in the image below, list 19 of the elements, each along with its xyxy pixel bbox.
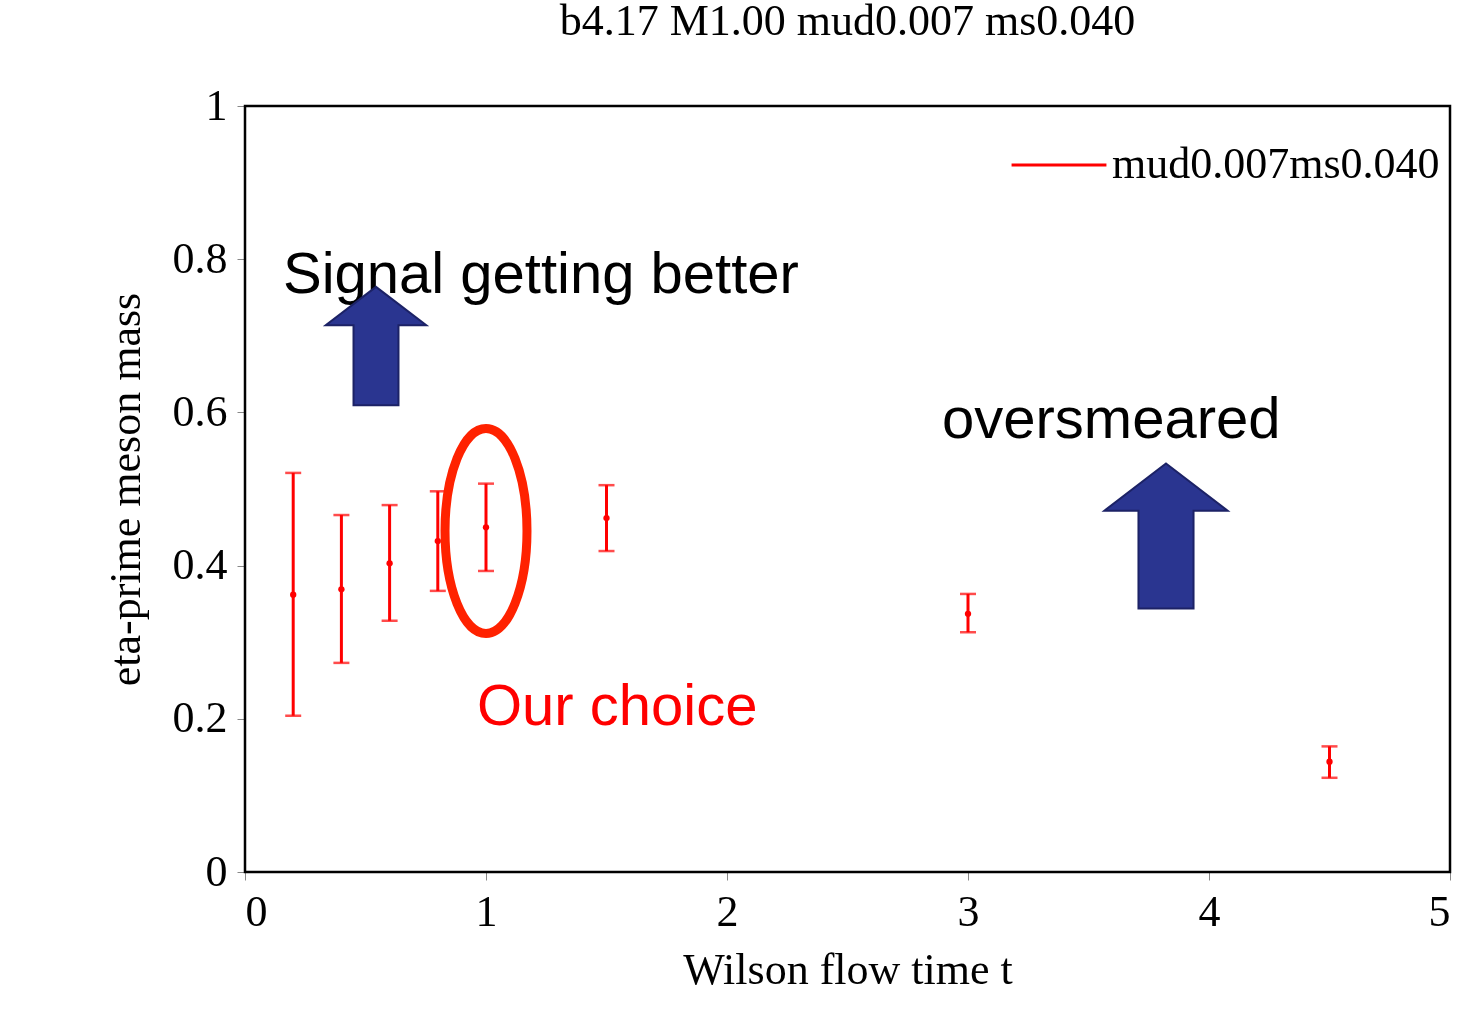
- legend-label: mud0.007ms0.040: [1112, 139, 1440, 188]
- annotation: Signal getting better: [283, 240, 799, 305]
- annotation: Our choice: [477, 672, 758, 737]
- y-tick-label: 0: [205, 846, 228, 896]
- x-tick-label: 4: [1198, 886, 1221, 936]
- y-tick-label: 0.6: [172, 386, 228, 436]
- y-tick-label: 0.2: [172, 693, 228, 743]
- y-tick-label: 0.8: [172, 233, 228, 283]
- y-tick-label: 1: [205, 80, 228, 130]
- annotation: oversmeared: [942, 385, 1281, 450]
- y-tick-label: 0.4: [172, 540, 228, 590]
- x-tick-label: 2: [716, 886, 739, 936]
- x-tick-label: 5: [1428, 886, 1451, 936]
- x-axis-title: Wilson flow time t: [683, 944, 1013, 994]
- y-axis-title: eta-prime meson mass: [100, 292, 150, 687]
- x-tick-label: 0: [245, 886, 268, 936]
- chart-title: b4.17 M1.00 mud0.007 ms0.040: [559, 0, 1136, 45]
- x-tick-label: 3: [957, 886, 980, 936]
- x-tick-label: 1: [475, 886, 498, 936]
